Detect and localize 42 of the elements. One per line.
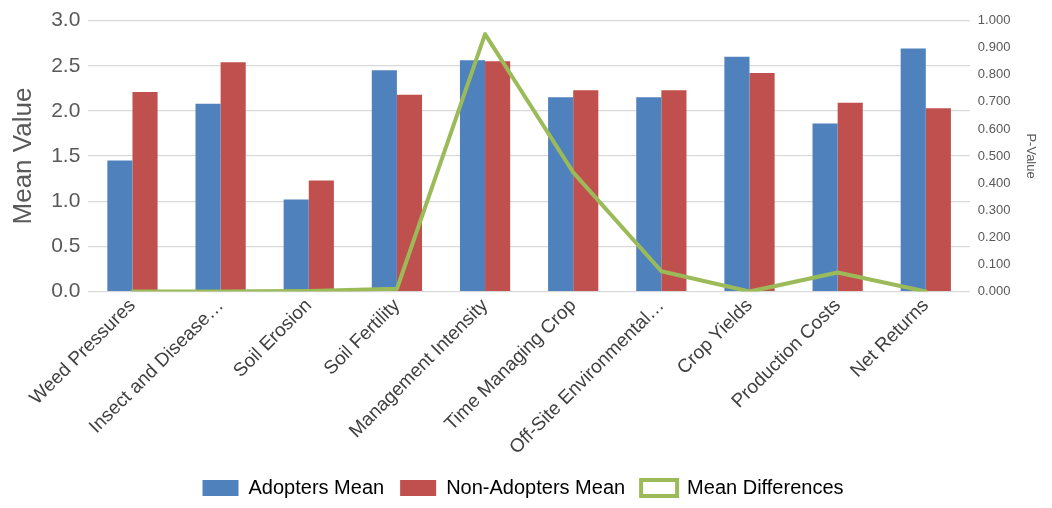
bar	[724, 56, 750, 291]
bar	[283, 199, 309, 291]
bar	[900, 48, 926, 291]
y2-axis-title: P-Value	[1023, 133, 1039, 179]
y2-tick-label: 0.500	[977, 147, 1011, 163]
y-tick-label: 0.0	[51, 278, 81, 302]
y2-tick-label: 0.600	[977, 120, 1011, 136]
bar	[749, 72, 775, 291]
y-tick-label: 1.0	[51, 188, 81, 212]
y2-tick-label: 0.700	[977, 93, 1011, 109]
y2-tick-label: 0.100	[977, 256, 1011, 272]
y2-tick-label: 0.300	[977, 201, 1011, 217]
bar	[485, 61, 511, 291]
legend-label: Mean Differences	[687, 475, 844, 498]
bar	[548, 97, 574, 291]
bar	[220, 62, 246, 291]
legend-label: Non-Adopters Mean	[446, 475, 626, 498]
y-tick-label: 1.5	[51, 142, 81, 166]
bar	[636, 97, 662, 291]
y2-tick-label: 0.400	[977, 174, 1011, 190]
y-tick-label: 0.5	[51, 233, 81, 257]
y2-tick-label: 0.900	[977, 39, 1011, 55]
y-tick-label: 2.0	[51, 97, 81, 121]
bar	[132, 91, 158, 291]
bar	[837, 102, 863, 291]
bar	[107, 160, 133, 291]
bar	[812, 123, 838, 291]
bar	[195, 103, 221, 291]
y2-tick-label: 1.000	[977, 12, 1011, 28]
y-tick-label: 3.0	[51, 7, 81, 31]
y2-tick-label: 0.800	[977, 66, 1011, 82]
bar	[396, 94, 423, 291]
bar	[925, 108, 951, 291]
bar	[661, 90, 687, 291]
bar	[459, 60, 486, 291]
y2-tick-label: 0.200	[977, 228, 1011, 244]
y-tick-label: 2.5	[51, 52, 81, 76]
y2-tick-label: 0.000	[977, 283, 1011, 299]
bar	[308, 180, 334, 291]
y-axis-title: Mean Value	[6, 87, 37, 225]
legend-label: Adopters Mean	[248, 475, 385, 498]
bar	[573, 90, 599, 291]
